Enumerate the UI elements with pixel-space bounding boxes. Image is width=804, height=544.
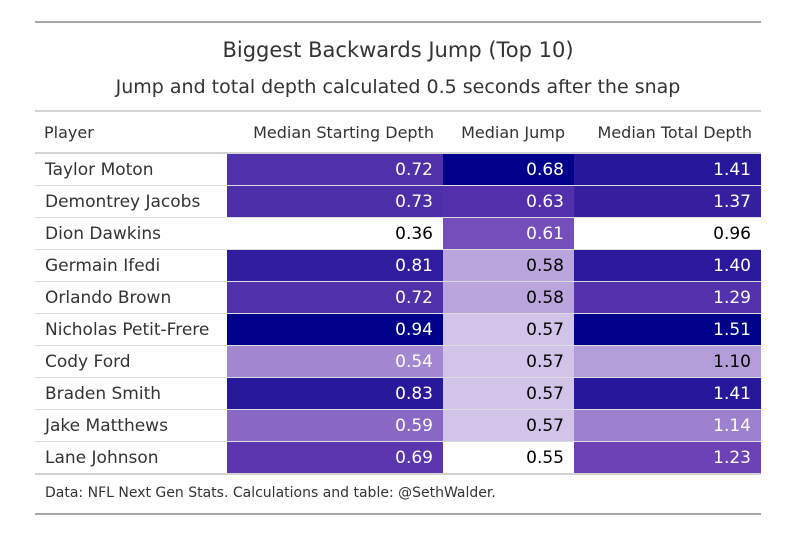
player-cell: Lane Johnson: [35, 441, 227, 475]
table-row: Cody Ford 0.54 0.57 1.10: [35, 345, 761, 378]
table-row: Lane Johnson 0.69 0.55 1.23: [35, 441, 761, 475]
jump-cell: 0.57: [443, 409, 574, 442]
total-depth-cell: 1.29: [574, 281, 761, 314]
header-rule: [35, 110, 761, 112]
table-row: Dion Dawkins 0.36 0.61 0.96: [35, 217, 761, 250]
total-depth-cell: 1.23: [574, 441, 761, 475]
starting-depth-cell: 0.83: [227, 377, 443, 410]
jump-cell: 0.57: [443, 377, 574, 410]
jump-cell: 0.57: [443, 313, 574, 346]
column-header-total-depth: Median Total Depth: [597, 122, 752, 142]
total-depth-cell: 1.10: [574, 345, 761, 378]
jump-cell: 0.58: [443, 249, 574, 282]
starting-depth-cell: 0.73: [227, 185, 443, 218]
player-cell: Braden Smith: [35, 377, 227, 410]
total-depth-cell: 1.41: [574, 377, 761, 410]
column-header-player: Player: [44, 122, 94, 142]
total-depth-cell: 0.96: [574, 217, 761, 250]
jump-cell: 0.61: [443, 217, 574, 250]
starting-depth-cell: 0.72: [227, 153, 443, 186]
starting-depth-cell: 0.94: [227, 313, 443, 346]
column-header-jump: Median Jump: [461, 122, 565, 142]
jump-cell: 0.68: [443, 153, 574, 186]
total-depth-cell: 1.14: [574, 409, 761, 442]
total-depth-cell: 1.51: [574, 313, 761, 346]
source-note: Data: NFL Next Gen Stats. Calculations a…: [45, 485, 496, 501]
jump-cell: 0.63: [443, 185, 574, 218]
starting-depth-cell: 0.59: [227, 409, 443, 442]
top-rule: [35, 21, 761, 23]
jump-cell: 0.57: [443, 345, 574, 378]
player-cell: Taylor Moton: [35, 153, 227, 186]
table-row: Taylor Moton 0.72 0.68 1.41: [35, 153, 761, 186]
total-depth-cell: 1.41: [574, 153, 761, 186]
starting-depth-cell: 0.54: [227, 345, 443, 378]
bottom-rule: [35, 513, 761, 515]
table-subtitle: Jump and total depth calculated 0.5 seco…: [115, 76, 681, 98]
total-depth-cell: 1.37: [574, 185, 761, 218]
starting-depth-cell: 0.72: [227, 281, 443, 314]
table-row: Orlando Brown 0.72 0.58 1.29: [35, 281, 761, 314]
player-cell: Nicholas Petit-Frere: [35, 313, 227, 346]
table-row: Nicholas Petit-Frere 0.94 0.57 1.51: [35, 313, 761, 346]
starting-depth-cell: 0.69: [227, 441, 443, 475]
table-title: Biggest Backwards Jump (Top 10): [222, 38, 574, 62]
player-cell: Germain Ifedi: [35, 249, 227, 282]
player-cell: Jake Matthews: [35, 409, 227, 442]
column-header-starting-depth: Median Starting Depth: [253, 122, 434, 142]
data-table: Player Median Starting Depth Median Jump…: [35, 112, 761, 475]
table-row: Braden Smith 0.83 0.57 1.41: [35, 377, 761, 410]
table-row: Germain Ifedi 0.81 0.58 1.40: [35, 249, 761, 282]
jump-cell: 0.55: [443, 441, 574, 475]
player-cell: Dion Dawkins: [35, 217, 227, 250]
total-depth-cell: 1.40: [574, 249, 761, 282]
player-cell: Orlando Brown: [35, 281, 227, 314]
jump-cell: 0.58: [443, 281, 574, 314]
starting-depth-cell: 0.81: [227, 249, 443, 282]
starting-depth-cell: 0.36: [227, 217, 443, 250]
table-card: Biggest Backwards Jump (Top 10) Jump and…: [35, 21, 761, 515]
table-row: Jake Matthews 0.59 0.57 1.14: [35, 409, 761, 442]
player-cell: Cody Ford: [35, 345, 227, 378]
table-row: Demontrey Jacobs 0.73 0.63 1.37: [35, 185, 761, 218]
column-header-row: Player Median Starting Depth Median Jump…: [35, 112, 761, 153]
player-cell: Demontrey Jacobs: [35, 185, 227, 218]
table-body: Taylor Moton 0.72 0.68 1.41 Demontrey Jacobs…: [35, 153, 761, 475]
